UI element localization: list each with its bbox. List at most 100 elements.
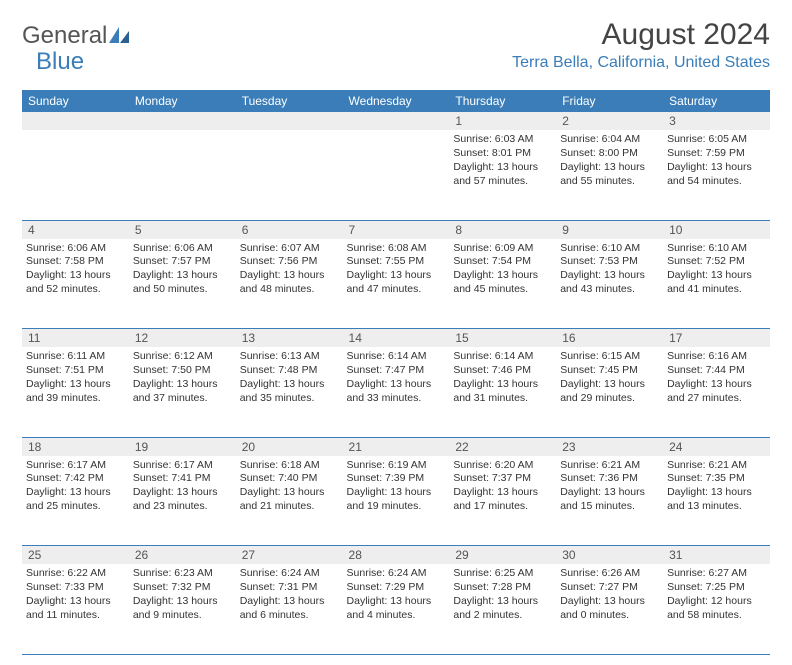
sunrise-line: Sunrise: 6:16 AM — [667, 350, 766, 364]
month-title: August 2024 — [512, 18, 770, 52]
calendar-page: General August 2024 Terra Bella, Califor… — [0, 0, 792, 665]
sunrise-line: Sunrise: 6:19 AM — [347, 459, 446, 473]
day-number — [22, 112, 129, 130]
sunset-line: Sunset: 7:47 PM — [347, 364, 446, 378]
sunset-line: Sunset: 7:57 PM — [133, 255, 232, 269]
sunset-line: Sunset: 7:48 PM — [240, 364, 339, 378]
day-detail: Sunrise: 6:13 AMSunset: 7:48 PMDaylight:… — [240, 350, 339, 405]
sunrise-line: Sunrise: 6:06 AM — [133, 242, 232, 256]
day-cell — [236, 130, 343, 220]
sunrise-line: Sunrise: 6:22 AM — [26, 567, 125, 581]
day-cell: Sunrise: 6:24 AMSunset: 7:29 PMDaylight:… — [343, 564, 450, 654]
day-cell: Sunrise: 6:26 AMSunset: 7:27 PMDaylight:… — [556, 564, 663, 654]
day-cell: Sunrise: 6:10 AMSunset: 7:53 PMDaylight:… — [556, 239, 663, 329]
day-detail: Sunrise: 6:19 AMSunset: 7:39 PMDaylight:… — [347, 459, 446, 514]
day-cell: Sunrise: 6:09 AMSunset: 7:54 PMDaylight:… — [449, 239, 556, 329]
daylight-line: Daylight: 13 hours and 21 minutes. — [240, 486, 339, 514]
sunrise-line: Sunrise: 6:17 AM — [133, 459, 232, 473]
sunset-line: Sunset: 7:59 PM — [667, 147, 766, 161]
day-detail: Sunrise: 6:18 AMSunset: 7:40 PMDaylight:… — [240, 459, 339, 514]
day-cell: Sunrise: 6:06 AMSunset: 7:57 PMDaylight:… — [129, 239, 236, 329]
sunrise-line: Sunrise: 6:26 AM — [560, 567, 659, 581]
sunrise-line: Sunrise: 6:18 AM — [240, 459, 339, 473]
day-detail: Sunrise: 6:22 AMSunset: 7:33 PMDaylight:… — [26, 567, 125, 622]
day-header: Wednesday — [343, 90, 450, 112]
day-detail: Sunrise: 6:07 AMSunset: 7:56 PMDaylight:… — [240, 242, 339, 297]
sunrise-line: Sunrise: 6:27 AM — [667, 567, 766, 581]
sunrise-line: Sunrise: 6:21 AM — [560, 459, 659, 473]
day-header: Saturday — [663, 90, 770, 112]
day-cell — [22, 130, 129, 220]
day-detail: Sunrise: 6:24 AMSunset: 7:29 PMDaylight:… — [347, 567, 446, 622]
daylight-line: Daylight: 13 hours and 25 minutes. — [26, 486, 125, 514]
day-detail: Sunrise: 6:25 AMSunset: 7:28 PMDaylight:… — [453, 567, 552, 622]
day-detail: Sunrise: 6:06 AMSunset: 7:57 PMDaylight:… — [133, 242, 232, 297]
daylight-line: Daylight: 13 hours and 45 minutes. — [453, 269, 552, 297]
daynum-row: 45678910 — [22, 220, 770, 239]
daylight-line: Daylight: 12 hours and 58 minutes. — [667, 595, 766, 623]
sunset-line: Sunset: 7:52 PM — [667, 255, 766, 269]
daylight-line: Daylight: 13 hours and 19 minutes. — [347, 486, 446, 514]
day-cell: Sunrise: 6:21 AMSunset: 7:36 PMDaylight:… — [556, 456, 663, 546]
day-detail: Sunrise: 6:05 AMSunset: 7:59 PMDaylight:… — [667, 133, 766, 188]
sunset-line: Sunset: 7:29 PM — [347, 581, 446, 595]
day-number: 5 — [129, 220, 236, 239]
sunset-line: Sunset: 7:42 PM — [26, 472, 125, 486]
sunrise-line: Sunrise: 6:24 AM — [240, 567, 339, 581]
day-cell: Sunrise: 6:13 AMSunset: 7:48 PMDaylight:… — [236, 347, 343, 437]
title-block: August 2024 Terra Bella, California, Uni… — [512, 18, 770, 72]
week-row: Sunrise: 6:03 AMSunset: 8:01 PMDaylight:… — [22, 130, 770, 220]
day-number: 14 — [343, 329, 450, 348]
sunset-line: Sunset: 7:37 PM — [453, 472, 552, 486]
sunrise-line: Sunrise: 6:10 AM — [667, 242, 766, 256]
day-detail: Sunrise: 6:04 AMSunset: 8:00 PMDaylight:… — [560, 133, 659, 188]
sunset-line: Sunset: 7:45 PM — [560, 364, 659, 378]
sunrise-line: Sunrise: 6:06 AM — [26, 242, 125, 256]
day-detail: Sunrise: 6:24 AMSunset: 7:31 PMDaylight:… — [240, 567, 339, 622]
day-cell: Sunrise: 6:08 AMSunset: 7:55 PMDaylight:… — [343, 239, 450, 329]
day-number: 24 — [663, 437, 770, 456]
logo-text-1: General — [22, 22, 107, 50]
day-cell: Sunrise: 6:14 AMSunset: 7:46 PMDaylight:… — [449, 347, 556, 437]
day-cell: Sunrise: 6:15 AMSunset: 7:45 PMDaylight:… — [556, 347, 663, 437]
daynum-row: 11121314151617 — [22, 329, 770, 348]
sunset-line: Sunset: 7:25 PM — [667, 581, 766, 595]
sunset-line: Sunset: 7:27 PM — [560, 581, 659, 595]
day-cell — [343, 130, 450, 220]
day-cell: Sunrise: 6:17 AMSunset: 7:42 PMDaylight:… — [22, 456, 129, 546]
day-header: Sunday — [22, 90, 129, 112]
day-number: 30 — [556, 546, 663, 565]
day-cell: Sunrise: 6:16 AMSunset: 7:44 PMDaylight:… — [663, 347, 770, 437]
sunrise-line: Sunrise: 6:07 AM — [240, 242, 339, 256]
day-cell: Sunrise: 6:18 AMSunset: 7:40 PMDaylight:… — [236, 456, 343, 546]
day-cell: Sunrise: 6:06 AMSunset: 7:58 PMDaylight:… — [22, 239, 129, 329]
sunrise-line: Sunrise: 6:24 AM — [347, 567, 446, 581]
day-number: 3 — [663, 112, 770, 130]
day-number — [343, 112, 450, 130]
sunrise-line: Sunrise: 6:23 AM — [133, 567, 232, 581]
day-cell: Sunrise: 6:05 AMSunset: 7:59 PMDaylight:… — [663, 130, 770, 220]
sunset-line: Sunset: 7:44 PM — [667, 364, 766, 378]
day-number: 25 — [22, 546, 129, 565]
day-cell: Sunrise: 6:19 AMSunset: 7:39 PMDaylight:… — [343, 456, 450, 546]
sunrise-line: Sunrise: 6:09 AM — [453, 242, 552, 256]
day-number — [129, 112, 236, 130]
sunset-line: Sunset: 7:41 PM — [133, 472, 232, 486]
day-detail: Sunrise: 6:09 AMSunset: 7:54 PMDaylight:… — [453, 242, 552, 297]
daylight-line: Daylight: 13 hours and 41 minutes. — [667, 269, 766, 297]
sunset-line: Sunset: 7:36 PM — [560, 472, 659, 486]
daylight-line: Daylight: 13 hours and 17 minutes. — [453, 486, 552, 514]
day-number: 2 — [556, 112, 663, 130]
day-cell: Sunrise: 6:21 AMSunset: 7:35 PMDaylight:… — [663, 456, 770, 546]
day-number: 17 — [663, 329, 770, 348]
daylight-line: Daylight: 13 hours and 35 minutes. — [240, 378, 339, 406]
sunrise-line: Sunrise: 6:17 AM — [26, 459, 125, 473]
week-row: Sunrise: 6:22 AMSunset: 7:33 PMDaylight:… — [22, 564, 770, 654]
day-detail: Sunrise: 6:17 AMSunset: 7:42 PMDaylight:… — [26, 459, 125, 514]
week-row: Sunrise: 6:17 AMSunset: 7:42 PMDaylight:… — [22, 456, 770, 546]
sunset-line: Sunset: 7:32 PM — [133, 581, 232, 595]
logo-text-2: Blue — [36, 48, 84, 75]
day-cell: Sunrise: 6:24 AMSunset: 7:31 PMDaylight:… — [236, 564, 343, 654]
sunrise-line: Sunrise: 6:10 AM — [560, 242, 659, 256]
day-cell — [129, 130, 236, 220]
